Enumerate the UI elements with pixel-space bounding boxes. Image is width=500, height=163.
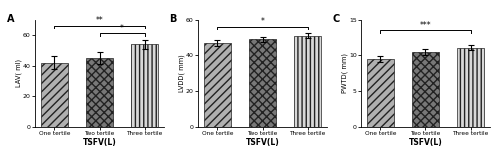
Bar [41, 63, 68, 127]
X-axis label: TSFV(L): TSFV(L) [82, 138, 116, 147]
Bar [131, 44, 158, 127]
Bar [204, 43, 231, 127]
Bar [86, 58, 113, 127]
Text: *: * [260, 17, 264, 26]
Bar [412, 52, 439, 127]
Y-axis label: PWTD( mm): PWTD( mm) [341, 53, 347, 93]
X-axis label: TSFV(L): TSFV(L) [408, 138, 442, 147]
Text: C: C [332, 14, 340, 24]
Text: ***: *** [420, 21, 432, 30]
Text: **: ** [96, 16, 104, 25]
Text: B: B [170, 14, 177, 24]
Bar [294, 36, 321, 127]
X-axis label: TSFV(L): TSFV(L) [246, 138, 280, 147]
Text: *: * [120, 24, 124, 33]
Bar [457, 48, 484, 127]
Bar [367, 59, 394, 127]
Text: A: A [6, 14, 14, 24]
Y-axis label: LVDD( mm): LVDD( mm) [178, 54, 184, 92]
Y-axis label: LAV( ml): LAV( ml) [15, 59, 22, 87]
Bar [249, 39, 276, 127]
